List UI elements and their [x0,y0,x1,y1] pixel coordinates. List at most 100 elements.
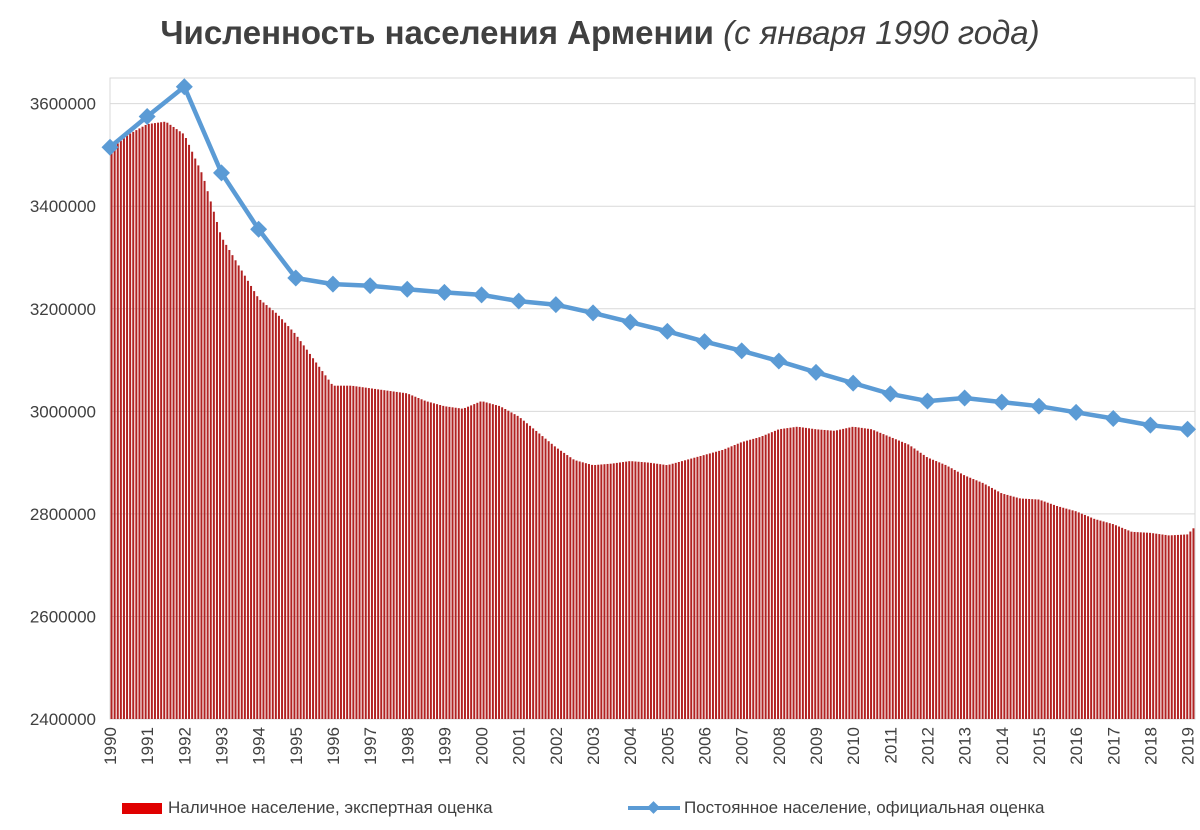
bar [129,133,132,719]
bar [584,463,587,719]
bar [901,441,904,719]
bar [702,455,705,719]
bar [684,460,687,719]
bar [1173,535,1176,719]
bar [420,399,423,719]
bar [1180,534,1183,719]
bar [749,439,752,719]
bar [144,124,147,720]
bar [498,405,501,719]
bar [1127,530,1130,719]
bar [312,358,315,719]
bar [569,457,572,719]
x-tick-label: 2001 [510,727,529,765]
bar [163,121,166,720]
bar [228,250,231,720]
bar [417,398,420,719]
bar [374,388,377,719]
x-tick-label: 2017 [1104,727,1123,765]
line-point [584,304,602,322]
bar [364,387,367,719]
bar [132,131,135,719]
bar [978,481,981,719]
bar [842,428,845,719]
bar [594,464,597,719]
bar [327,379,330,719]
bar [1071,510,1074,719]
y-tick-label: 3400000 [30,197,96,216]
bar [293,332,296,719]
bar [1158,534,1161,719]
bar [814,429,817,719]
bar [181,133,184,720]
x-tick-label: 2013 [956,727,975,765]
bar [987,486,990,719]
bar [705,454,708,719]
x-tick-label: 1998 [398,727,417,765]
bar [1136,532,1139,719]
bar [910,446,913,719]
bar [395,391,398,719]
bar [488,403,491,719]
bar [315,362,318,719]
bar [380,389,383,719]
bar [699,456,702,719]
bar [1031,499,1034,719]
bar [659,464,662,719]
bar [240,270,243,719]
bar [147,123,150,719]
bar [640,462,643,719]
line-point [956,389,974,407]
bar [463,407,466,719]
x-tick-label: 1990 [101,727,120,765]
line-point [138,107,156,125]
bar [491,404,494,719]
bar [922,454,925,719]
bar [674,462,677,719]
bar [609,463,612,719]
y-tick-label: 3000000 [30,402,96,421]
bar [451,407,454,719]
bar [178,131,181,720]
line-point [844,374,862,392]
bar [150,123,153,720]
bar [578,461,581,719]
bar [764,434,767,719]
line-point [621,313,639,331]
bar [885,435,888,719]
bar [566,455,569,719]
bar [897,440,900,719]
bar [1083,514,1086,719]
bar [222,239,225,719]
x-tick-label: 2002 [547,727,566,765]
series-line [108,84,1188,432]
bar [653,463,656,719]
bar [615,462,618,719]
bar [935,461,938,719]
bar [1096,519,1099,719]
bar [392,391,395,719]
bar [1114,525,1117,719]
bar [194,158,197,719]
bar [1090,517,1093,719]
line-point [1030,397,1048,415]
bar [693,457,696,719]
bar [798,427,801,719]
bar [265,305,268,719]
bar [389,391,392,719]
axes: 2400000 2600000 2800000 3000000 3200000 34000… [30,95,1198,765]
bar [932,459,935,719]
bar [963,475,966,719]
x-tick-label: 2003 [584,727,603,765]
x-tick-label: 2011 [881,727,900,764]
bar [696,456,699,719]
line-point [175,78,193,96]
bar [928,458,931,719]
x-tick-label: 2008 [770,727,789,765]
bar [250,285,253,719]
bar [1077,512,1080,719]
line-point [361,277,379,295]
bar [823,429,826,719]
bar [532,428,535,719]
